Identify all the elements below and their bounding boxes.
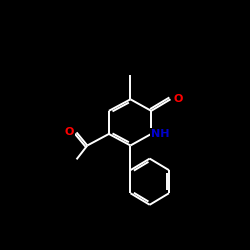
Text: O: O — [174, 94, 183, 104]
Text: NH: NH — [151, 129, 170, 139]
Text: O: O — [64, 128, 74, 138]
